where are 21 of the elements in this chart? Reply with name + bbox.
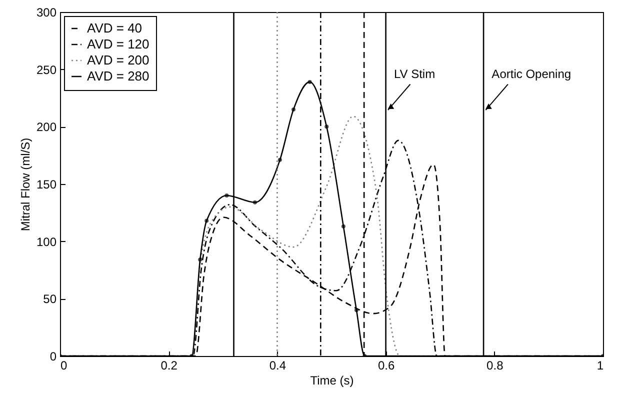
y-tick-label: 50 [43, 292, 57, 306]
x-tick-label: 0.6 [378, 358, 395, 372]
x-tick-label: 0 [60, 358, 68, 372]
x-tick-label: 0.4 [269, 358, 286, 372]
x-axis-title: Time (s) [310, 374, 354, 388]
y-tick-label: 250 [36, 62, 57, 77]
ref-line-label: Aortic Opening [492, 66, 572, 81]
y-tick-label: 300 [36, 6, 57, 20]
y-tick-label: 200 [36, 120, 57, 134]
legend-label: AVD = 280 [87, 68, 150, 84]
x-tick-label: 0.2 [160, 358, 178, 372]
y-tick-label: 100 [36, 234, 57, 249]
legend-label: AVD = 120 [87, 36, 150, 52]
x-tick-label: 0.8 [486, 358, 504, 372]
y-tick-label: 150 [36, 178, 57, 192]
legend-label: AVD = 40 [87, 20, 142, 36]
legend-label: AVD = 200 [87, 52, 150, 68]
y-tick-label: 0 [50, 350, 57, 364]
y-axis-title: Mitral Flow (ml/S) [18, 138, 32, 232]
x-tick-label: 1 [596, 358, 604, 372]
ref-line-label: LV Stim [394, 66, 436, 81]
